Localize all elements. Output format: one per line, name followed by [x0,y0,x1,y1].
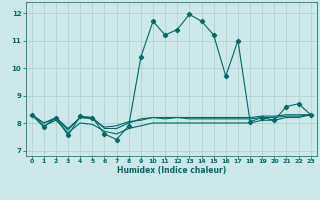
X-axis label: Humidex (Indice chaleur): Humidex (Indice chaleur) [116,166,226,175]
